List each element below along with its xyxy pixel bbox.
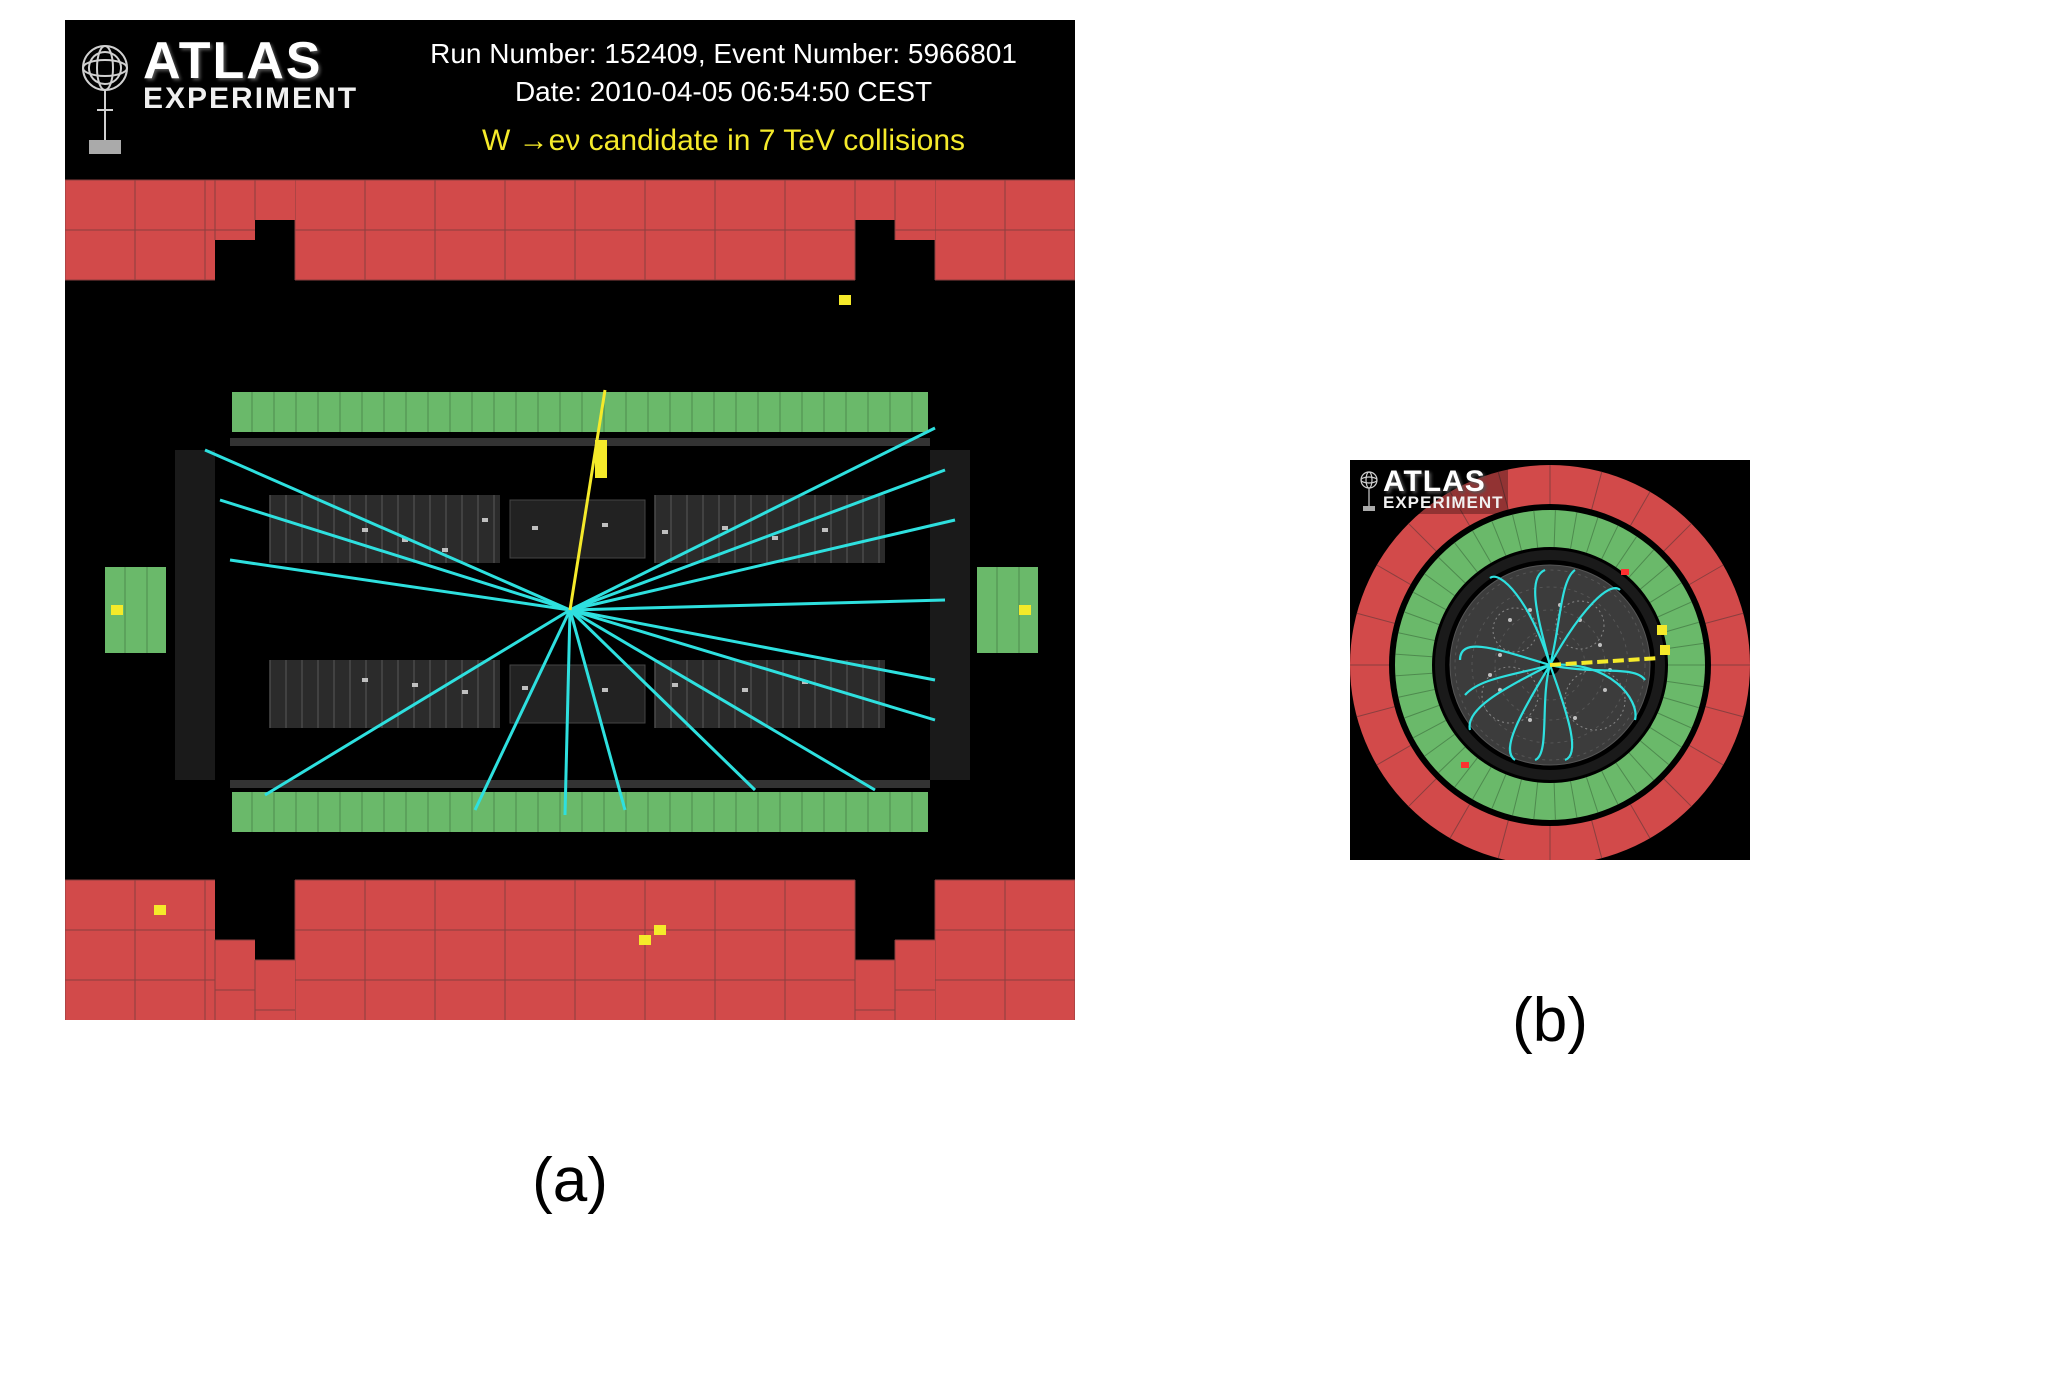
logo-line1-small: ATLAS — [1383, 468, 1504, 495]
armillary-sphere-icon — [75, 38, 135, 158]
atlas-logo-small: ATLAS EXPERIMENT — [1356, 466, 1508, 514]
figure-container: ATLAS EXPERIMENT Run Number: 152409, Eve… — [0, 0, 2046, 1236]
logo-line1: ATLAS — [143, 38, 358, 85]
panel-a-column: ATLAS EXPERIMENT Run Number: 152409, Eve… — [40, 20, 1100, 1216]
armillary-sphere-icon — [1358, 468, 1380, 512]
detector-side-view-svg: ATLAS EXPERIMENT Run Number: 152409, Eve… — [65, 20, 1075, 1020]
logo-line2: EXPERIMENT — [143, 85, 358, 112]
atlas-logo: ATLAS EXPERIMENT — [75, 38, 358, 158]
logo-line2-small: EXPERIMENT — [1383, 495, 1504, 510]
panel-a-label: (a) — [532, 1145, 608, 1216]
event-header-info: Run Number: 152409, Event Number: 596680… — [358, 38, 1059, 158]
panel-a: ATLAS EXPERIMENT Run Number: 152409, Eve… — [65, 20, 1075, 1025]
candidate-line: W →eν candidate in 7 TeV collisions — [388, 124, 1059, 158]
panel-b: ATLAS EXPERIMENT — [1350, 460, 1750, 865]
run-event-line: Run Number: 152409, Event Number: 596680… — [388, 38, 1059, 70]
date-line: Date: 2010-04-05 06:54:50 CEST — [388, 76, 1059, 108]
panel-b-label: (b) — [1512, 985, 1588, 1056]
detector-transverse-view-svg — [1350, 460, 1750, 860]
panel-b-column: ATLAS EXPERIMENT (b) — [1100, 180, 2000, 1056]
